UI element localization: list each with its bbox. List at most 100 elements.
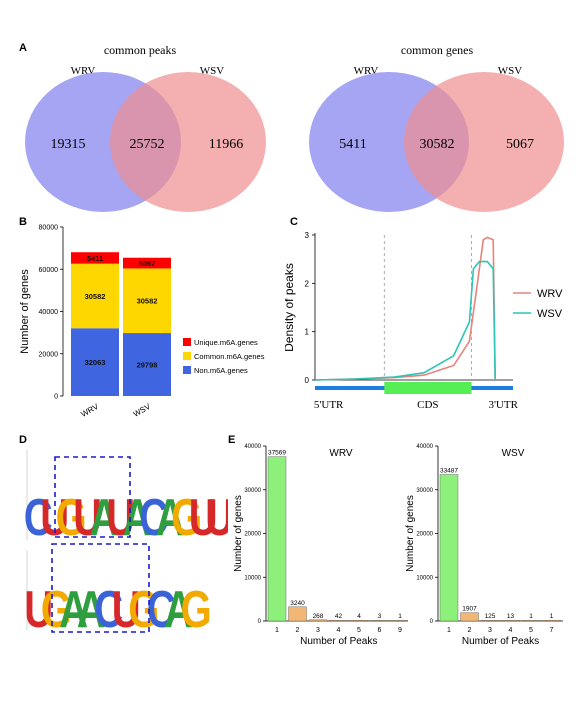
venn-right-count: 5067 bbox=[506, 137, 534, 152]
bar-value-label: 3240 bbox=[290, 600, 305, 607]
bar bbox=[521, 619, 541, 622]
bar-segment-unique-m6a-genes bbox=[123, 257, 171, 269]
venn-overlap-count: 30582 bbox=[420, 137, 455, 152]
x-tick-label: 4 bbox=[337, 627, 341, 634]
cds-block bbox=[384, 382, 472, 394]
bar bbox=[542, 619, 561, 622]
bar-value-label: 1 bbox=[398, 613, 402, 620]
panel-label-a: A bbox=[19, 42, 27, 54]
motif-letter: G bbox=[181, 580, 212, 638]
panel-label-c: C bbox=[290, 216, 298, 228]
y-tick-label: 30000 bbox=[244, 488, 261, 494]
bar-value-label: 5067 bbox=[139, 259, 156, 268]
venn-diagrams: common peaks WRV WSV 19315 25752 11966 c… bbox=[25, 43, 564, 212]
region-label: 3'UTR bbox=[488, 399, 518, 411]
y-tick-label: 80000 bbox=[39, 225, 59, 232]
peaks-bar-chart-wrv: 0 10000 20000 30000 40000 Number of genes WRV 3… bbox=[233, 444, 408, 647]
region-label: 5'UTR bbox=[314, 399, 344, 411]
motif-letter: U bbox=[112, 580, 141, 638]
motif-letter: U bbox=[24, 580, 53, 638]
motif-letter: A bbox=[59, 580, 88, 638]
bar-segment-non-m6a-genes bbox=[71, 328, 119, 396]
venn-right-count: 11966 bbox=[209, 137, 243, 152]
y-tick-label: 3 bbox=[305, 231, 310, 240]
bar-value-label: 1 bbox=[550, 613, 554, 620]
venn-overlap-count: 25752 bbox=[130, 137, 165, 152]
venn-common-peaks: common peaks WRV WSV 19315 25752 11966 bbox=[25, 43, 266, 212]
motif-highlight-box bbox=[54, 456, 131, 538]
y-axis-title: Number of genes bbox=[19, 269, 31, 354]
motif-letter: G bbox=[41, 580, 72, 638]
x-axis-title: Number of Peaks bbox=[462, 636, 539, 647]
bar-value-label: 29798 bbox=[137, 361, 158, 370]
y-tick-label: 10000 bbox=[416, 575, 433, 581]
x-axis-title: Number of Peaks bbox=[300, 636, 377, 647]
venn-wsv-circle bbox=[404, 72, 564, 212]
y-tick-label: 60000 bbox=[39, 267, 59, 274]
density-plot: 0 1 2 3 Density of peaks WRV WSV 5'UTR CDS 3'UTR bbox=[285, 231, 563, 411]
venn-title: common genes bbox=[401, 43, 474, 57]
y-tick-label: 20000 bbox=[244, 532, 261, 538]
stacked-bar-chart: 0 20000 40000 60000 80000 Number of genes 3206… bbox=[19, 225, 265, 419]
bar-value-label: 3 bbox=[378, 613, 382, 620]
y-tick-label: 0 bbox=[305, 376, 310, 385]
venn-wsv-circle bbox=[110, 72, 266, 212]
x-tick-label: 3 bbox=[316, 627, 320, 634]
legend-label: WSV bbox=[537, 308, 563, 320]
motif-letter: G bbox=[171, 488, 202, 546]
venn-common-genes: common genes WRV WSV 5411 30582 5067 bbox=[309, 43, 564, 212]
motif-letter: C bbox=[139, 488, 168, 546]
legend-label: WRV bbox=[537, 288, 563, 300]
region-label: CDS bbox=[417, 399, 438, 411]
bar-value-label: 268 bbox=[313, 613, 324, 620]
bar-segment-non-m6a-genes bbox=[123, 333, 171, 396]
y-tick-label: 10000 bbox=[244, 575, 261, 581]
legend-swatch bbox=[183, 366, 191, 374]
panel-label-d: D bbox=[19, 434, 27, 446]
peaks-bar-chart-wsv: 0 10000 20000 30000 40000 Number of genes WSV 3… bbox=[405, 444, 563, 647]
x-tick-label: 1 bbox=[275, 627, 279, 634]
density-line-wrv bbox=[314, 236, 496, 381]
x-tick-label: 7 bbox=[550, 627, 554, 634]
venn-title: common peaks bbox=[104, 43, 177, 57]
bar bbox=[460, 612, 479, 622]
bar bbox=[501, 619, 520, 622]
x-tick-label: WSV bbox=[132, 402, 153, 419]
bar-segment-common-m6a-genes bbox=[71, 263, 119, 329]
y-tick-label: 1 bbox=[305, 328, 310, 337]
y-tick-label: 2 bbox=[305, 279, 310, 288]
motif-letter: U bbox=[205, 488, 228, 546]
motif-highlight-box bbox=[51, 543, 150, 633]
legend-label: Unique.m6A.genes bbox=[194, 338, 258, 347]
bar-value-label: 33487 bbox=[440, 467, 458, 474]
y-tick-label: 0 bbox=[258, 619, 262, 625]
bar-segment-common-m6a-genes bbox=[123, 268, 171, 334]
bar bbox=[288, 606, 307, 622]
venn-right-label: WSV bbox=[498, 65, 523, 77]
bar-value-label: 5411 bbox=[87, 254, 103, 263]
y-tick-label: 40000 bbox=[244, 444, 261, 450]
motif-letter: G bbox=[56, 488, 87, 546]
x-tick-label: 5 bbox=[529, 627, 533, 634]
y-axis-title: Number of genes bbox=[233, 495, 244, 572]
legend-swatch bbox=[183, 352, 191, 360]
motif-letter: A bbox=[164, 580, 193, 638]
y-tick-label: 40000 bbox=[39, 309, 59, 316]
x-tick-label: WRV bbox=[79, 402, 100, 419]
motif-letter: C bbox=[147, 580, 176, 638]
chart-title: WRV bbox=[329, 448, 352, 459]
bar-segment-unique-m6a-genes bbox=[71, 252, 119, 264]
y-tick-label: 20000 bbox=[39, 351, 59, 358]
bar-value-label: 32063 bbox=[85, 358, 106, 367]
panel-label-e: E bbox=[228, 434, 236, 446]
bar bbox=[267, 456, 287, 622]
venn-left-count: 5411 bbox=[339, 137, 366, 152]
legend-label: Non.m6A.genes bbox=[194, 366, 248, 375]
legend-swatch bbox=[183, 338, 191, 346]
motif-letter: C bbox=[94, 580, 123, 638]
motif-letter: G bbox=[128, 580, 159, 638]
bar bbox=[308, 619, 328, 622]
bar bbox=[349, 619, 369, 622]
bar-value-label: 30582 bbox=[137, 297, 158, 306]
motif-letter: U bbox=[189, 488, 218, 546]
